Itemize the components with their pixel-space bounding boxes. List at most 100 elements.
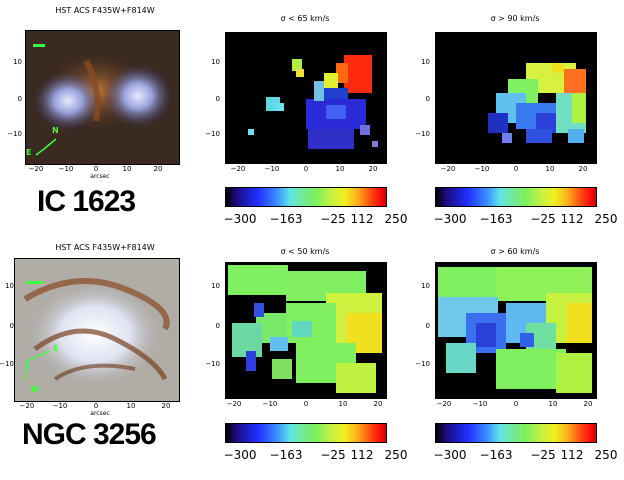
colorbar-tick: −163 xyxy=(269,212,303,226)
ytick: 10 xyxy=(421,282,430,290)
ytick: −10 xyxy=(0,360,14,368)
xtick: 20 xyxy=(578,165,588,173)
xtick: 0 xyxy=(93,402,99,410)
xtick: −10 xyxy=(264,165,280,173)
ytick: 10 xyxy=(211,58,220,66)
xtick: 10 xyxy=(545,165,555,173)
ytick: −10 xyxy=(205,360,220,368)
ytick: 10 xyxy=(13,58,22,66)
xtick: −20 xyxy=(19,402,35,410)
ytick: 0 xyxy=(215,322,220,330)
ngc3256-galaxy-image: E N xyxy=(15,259,179,401)
xtick: −10 xyxy=(52,402,68,410)
xtick: 10 xyxy=(122,165,132,173)
colorbar-tick: 250 xyxy=(384,448,408,462)
ngc3256-map1 xyxy=(225,262,387,399)
ytick: 10 xyxy=(5,282,14,290)
ngc3256-label: NGC 3256 xyxy=(22,418,157,451)
ytick: 0 xyxy=(425,95,430,103)
colorbar-tick: −300 xyxy=(223,212,257,226)
xtick: 10 xyxy=(548,400,558,408)
xtick: 10 xyxy=(338,400,348,408)
velocity-map xyxy=(438,267,592,393)
ngc3256-map1-pixels xyxy=(228,265,382,393)
colorbar-tick: 112 xyxy=(350,448,374,462)
ic1623-map1 xyxy=(225,32,387,164)
ic1623-map1-pixels xyxy=(248,55,378,149)
ngc3256-hst-image: E N xyxy=(14,258,180,402)
ytick: 10 xyxy=(421,58,430,66)
xtick: 20 xyxy=(373,400,383,408)
colorbar-tick: 112 xyxy=(350,212,374,226)
ic1623-map2 xyxy=(435,32,597,164)
ytick: −10 xyxy=(205,130,220,138)
ytick: −10 xyxy=(415,360,430,368)
colorbar-tick: −25 xyxy=(530,212,556,226)
xtick: 10 xyxy=(335,165,345,173)
ic1623-colorbar-1 xyxy=(225,187,387,207)
ngc3256-map2 xyxy=(435,262,597,399)
colorbar-tick: −300 xyxy=(433,212,467,226)
ic1623-galaxy-image: N E xyxy=(26,31,179,164)
ic1623-hst-image: N E xyxy=(25,30,180,165)
velocity-map xyxy=(488,63,586,143)
scale-bar xyxy=(33,44,45,47)
xtick: 0 xyxy=(513,165,519,173)
compass-e-label: E xyxy=(53,344,58,353)
ic1623-colorbar-2 xyxy=(435,187,597,207)
ytick: −10 xyxy=(7,130,22,138)
ytick: 0 xyxy=(17,95,22,103)
velocity-map xyxy=(228,265,382,393)
xtick: 20 xyxy=(153,165,163,173)
colorbar-tick: −163 xyxy=(479,212,513,226)
xtick: 0 xyxy=(513,400,519,408)
colorbar-tick: −163 xyxy=(479,448,513,462)
ngc3256-image-xlabel: arcsec xyxy=(90,410,110,417)
ngc3256-colorbar-2 xyxy=(435,423,597,443)
xtick: −10 xyxy=(474,165,490,173)
colorbar-tick: −300 xyxy=(433,448,467,462)
xtick: 0 xyxy=(303,165,309,173)
xtick: −20 xyxy=(440,165,456,173)
colorbar-tick: −300 xyxy=(223,448,257,462)
xtick: 0 xyxy=(93,165,99,173)
xtick: −10 xyxy=(472,400,488,408)
xtick: −10 xyxy=(58,165,74,173)
ngc3256-map2-title: σ > 60 km/s xyxy=(490,247,540,256)
ic1623-image-title: HST ACS F435W+F814W xyxy=(55,6,155,15)
compass-e-label: E xyxy=(26,148,31,157)
colorbar-tick: 250 xyxy=(594,212,618,226)
ic1623-map2-pixels xyxy=(488,63,586,143)
ytick: −10 xyxy=(415,130,430,138)
xtick: −20 xyxy=(226,400,242,408)
ytick: 0 xyxy=(215,95,220,103)
ic1623-map1-title: σ < 65 km/s xyxy=(280,14,330,23)
colorbar-tick: −25 xyxy=(530,448,556,462)
ngc3256-map1-title: σ < 50 km/s xyxy=(280,247,330,256)
colorbar-tick: −25 xyxy=(320,212,346,226)
colorbar-tick: 250 xyxy=(594,448,618,462)
colorbar-tick: 250 xyxy=(384,212,408,226)
ngc3256-image-title: HST ACS F435W+F814W xyxy=(55,243,155,252)
ngc3256-colorbar-1 xyxy=(225,423,387,443)
colorbar-tick: −163 xyxy=(269,448,303,462)
ic1623-image-xlabel: arcsec xyxy=(90,173,110,180)
colorbar-tick: 112 xyxy=(560,212,584,226)
ytick: 0 xyxy=(425,322,430,330)
xtick: 20 xyxy=(368,165,378,173)
ytick: 10 xyxy=(211,282,220,290)
velocity-map xyxy=(248,55,378,149)
compass-n-label: N xyxy=(31,385,38,394)
compass-icon xyxy=(24,350,50,382)
compass-n-label: N xyxy=(52,126,59,135)
ic1623-label: IC 1623 xyxy=(37,185,136,218)
xtick: 20 xyxy=(583,400,593,408)
compass-icon xyxy=(35,138,57,156)
ytick: 0 xyxy=(9,322,14,330)
colorbar-tick: 112 xyxy=(560,448,584,462)
colorbar-tick: −25 xyxy=(320,448,346,462)
ic1623-map2-title: σ > 90 km/s xyxy=(490,14,540,23)
xtick: −10 xyxy=(262,400,278,408)
xtick: −20 xyxy=(28,165,44,173)
xtick: 20 xyxy=(161,402,171,410)
